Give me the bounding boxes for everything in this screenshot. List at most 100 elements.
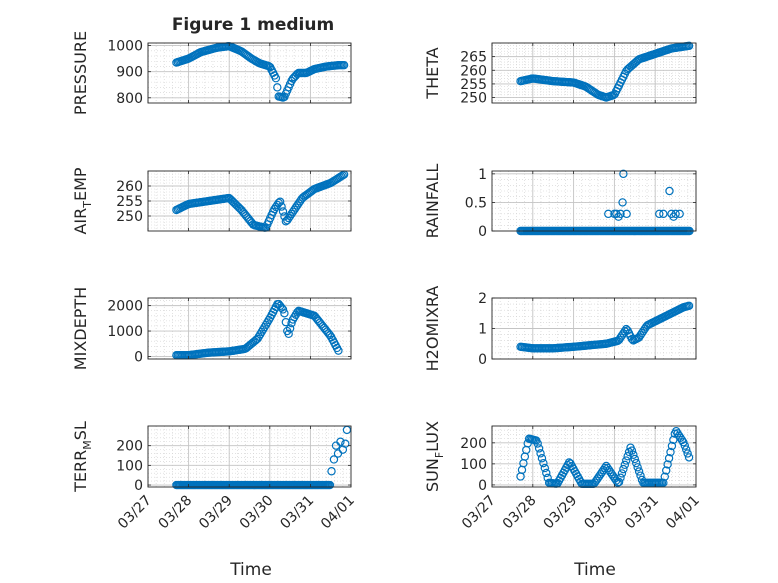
data-point <box>630 454 640 464</box>
data-point <box>662 466 671 475</box>
y-axis-label-subscript: T <box>81 201 94 209</box>
y-tick-label: 200 <box>116 439 143 455</box>
data-point <box>606 468 615 477</box>
axes-frame <box>147 425 352 488</box>
data-point <box>619 329 628 338</box>
x-tick-label: 03/31 <box>622 493 662 533</box>
y-tick-label: 250 <box>116 209 143 225</box>
data-point <box>676 433 685 442</box>
y-tick-label: 0 <box>478 352 487 368</box>
y-axis-label: MIXDEPTH <box>71 287 90 370</box>
data-point <box>603 463 612 473</box>
data-point <box>339 60 349 70</box>
y-tick-label: 0 <box>134 478 143 494</box>
y-tick-label: 260 <box>116 179 143 195</box>
subplot-7: 0 100 200 SUNFLUX 03/27 03/28 03/29 03/30 03/31 0… <box>423 421 703 532</box>
axes-frame <box>491 425 697 488</box>
y-axis-label: RAINFALL <box>423 164 442 239</box>
data-point <box>622 324 631 334</box>
data-point <box>226 194 235 204</box>
data-point <box>634 333 644 342</box>
x-tick-label: 03/31 <box>277 493 317 533</box>
axes-frame <box>491 170 697 232</box>
axes-background <box>492 171 696 231</box>
data-point <box>293 201 302 210</box>
data-point <box>281 317 291 327</box>
data-point <box>617 469 627 478</box>
data-point <box>540 463 550 473</box>
data-point <box>284 213 293 223</box>
data-point <box>287 209 296 219</box>
data-point <box>602 461 611 471</box>
subplot-6: 0 100 200 TERRMSL 03/27 03/28 03/29 03/30 03/31 0… <box>71 421 358 532</box>
data-point <box>634 467 644 476</box>
data-point <box>288 207 298 216</box>
data-point <box>590 478 600 487</box>
data-point <box>684 301 694 311</box>
data-point <box>253 334 262 344</box>
data-point <box>271 74 281 83</box>
y-tick-label: 1 <box>478 322 487 338</box>
y-tick-label: 260 <box>460 63 487 79</box>
data-point <box>604 465 614 475</box>
y-tick-label: 255 <box>116 194 143 210</box>
y-axis-label: SUNFLUX <box>423 421 446 492</box>
x-tick-label: 03/29 <box>196 493 236 533</box>
axes-frame <box>147 297 352 360</box>
data-point <box>600 463 610 473</box>
data-point <box>659 478 668 487</box>
data-point <box>659 209 668 219</box>
y-axis-label-rest: LUX <box>423 421 442 452</box>
y-tick-label: 0 <box>134 349 143 365</box>
data-point <box>619 464 628 474</box>
y-tick-label: 0.5 <box>465 195 487 211</box>
y-tick-label: 100 <box>116 458 143 474</box>
y-axis-label-rest: EMP <box>71 167 90 201</box>
data-point <box>674 431 684 440</box>
data-point <box>596 470 605 479</box>
y-tick-label: 0 <box>478 478 487 494</box>
data-point <box>229 197 238 207</box>
y-tick-label: 1000 <box>107 324 143 340</box>
data-point <box>278 305 288 314</box>
data-point <box>666 447 675 457</box>
y-axis-label-main: TERR <box>71 450 90 493</box>
data-point <box>539 458 548 468</box>
axes-frame <box>147 42 352 104</box>
data-point <box>280 309 289 318</box>
data-point <box>667 441 677 451</box>
data-point <box>233 201 242 211</box>
data-point <box>639 326 648 336</box>
data-point <box>623 452 632 461</box>
data-point <box>542 468 551 478</box>
y-tick-label: 100 <box>460 457 487 473</box>
data-point <box>536 449 545 458</box>
x-tick-label: 03/27 <box>459 493 499 533</box>
data-point <box>683 449 692 458</box>
x-tick-label: 03/28 <box>156 493 196 533</box>
subplot-5: 0 1 2 H2OMIXRA <box>423 286 697 371</box>
data-point <box>329 455 339 464</box>
data-point <box>533 439 542 448</box>
data-point <box>291 203 300 212</box>
x-tick-label: 03/27 <box>115 493 155 533</box>
axes-frame <box>491 42 697 104</box>
data-point <box>672 426 681 436</box>
data-point <box>277 202 286 211</box>
data-point <box>637 328 647 338</box>
y-axis-label-subscript: F <box>433 452 446 458</box>
y-tick-label: 1000 <box>107 39 143 55</box>
data-point <box>665 186 674 196</box>
data-point <box>622 456 631 465</box>
xlabel-left: Time <box>229 560 272 580</box>
data-point <box>338 171 347 180</box>
data-point <box>629 450 638 459</box>
y-tick-label: 2 <box>478 291 487 307</box>
subplot-4: 0 1000 2000 MIXDEPTH <box>71 287 352 370</box>
data-point <box>327 467 336 476</box>
x-tick-label: 03/28 <box>500 493 540 533</box>
data-point <box>290 205 299 214</box>
y-tick-label: 255 <box>460 77 487 93</box>
